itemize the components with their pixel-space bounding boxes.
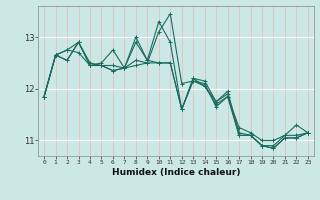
X-axis label: Humidex (Indice chaleur): Humidex (Indice chaleur) (112, 168, 240, 177)
